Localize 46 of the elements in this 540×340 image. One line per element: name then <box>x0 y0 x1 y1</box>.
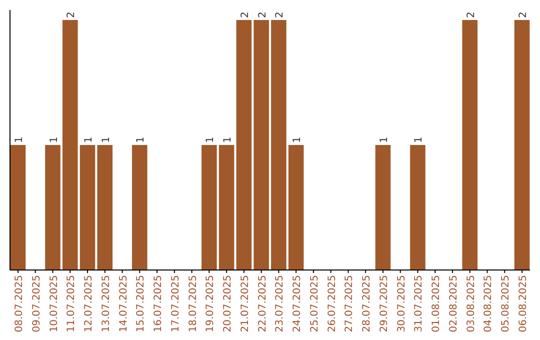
data-label: 1 <box>100 136 112 143</box>
data-label: 1 <box>136 136 147 143</box>
data-label: 2 <box>240 12 251 18</box>
x-tick-label: 26.07.2025 <box>326 275 338 332</box>
x-tick-label: 12.07.2025 <box>84 275 95 332</box>
x-tick-label: 10.07.2025 <box>48 275 60 332</box>
x-tick-label: 28.07.2025 <box>362 275 373 332</box>
data-label: 2 <box>466 12 477 18</box>
x-tick-label: 21.07.2025 <box>240 275 251 332</box>
data-label: 1 <box>205 136 216 143</box>
x-tick-label: 24.07.2025 <box>292 275 304 332</box>
data-label: 1 <box>84 136 95 143</box>
data-label: 1 <box>378 136 390 143</box>
x-tick-label: 03.08.2025 <box>466 275 477 332</box>
data-label: 1 <box>292 136 304 143</box>
x-tick-label: 20.07.2025 <box>222 275 234 332</box>
data-label: 1 <box>14 136 25 143</box>
x-tick-label: 18.07.2025 <box>188 275 199 332</box>
x-tick-label: 05.08.2025 <box>500 275 512 332</box>
data-label: 2 <box>66 12 78 18</box>
x-tick-label: 22.07.2025 <box>257 275 268 332</box>
x-tick-label: 23.07.2025 <box>274 275 286 332</box>
x-tick-label: 19.07.2025 <box>205 275 216 332</box>
x-tick-label: 30.07.2025 <box>396 275 408 332</box>
x-tick-label: 27.07.2025 <box>344 275 356 332</box>
x-tick-label: 04.08.2025 <box>483 275 494 332</box>
x-tick-label: 17.07.2025 <box>170 275 182 332</box>
data-label: 2 <box>518 12 530 18</box>
x-tick-label: 01.08.2025 <box>431 275 442 332</box>
x-tick-label: 11.07.2025 <box>66 275 78 332</box>
x-tick-label: 16.07.2025 <box>153 275 164 332</box>
data-label: 1 <box>414 136 425 143</box>
x-tick-label: 15.07.2025 <box>136 275 147 332</box>
data-label: 1 <box>222 136 234 143</box>
x-tick-label: 31.07.2025 <box>414 275 425 332</box>
data-label: 1 <box>48 136 60 143</box>
x-tick-label: 06.08.2025 <box>518 275 530 332</box>
data-label: 2 <box>257 12 268 18</box>
x-tick-label: 14.07.2025 <box>118 275 130 332</box>
x-tick-label: 09.07.2025 <box>31 275 42 332</box>
x-tick-label: 13.07.2025 <box>100 275 112 332</box>
x-tick-label: 29.07.2025 <box>378 275 390 332</box>
x-tick-label: 08.07.2025 <box>14 275 25 332</box>
x-tick-label: 02.08.2025 <box>448 275 460 332</box>
x-tick-label: 25.07.2025 <box>309 275 320 332</box>
data-label: 2 <box>274 12 286 18</box>
